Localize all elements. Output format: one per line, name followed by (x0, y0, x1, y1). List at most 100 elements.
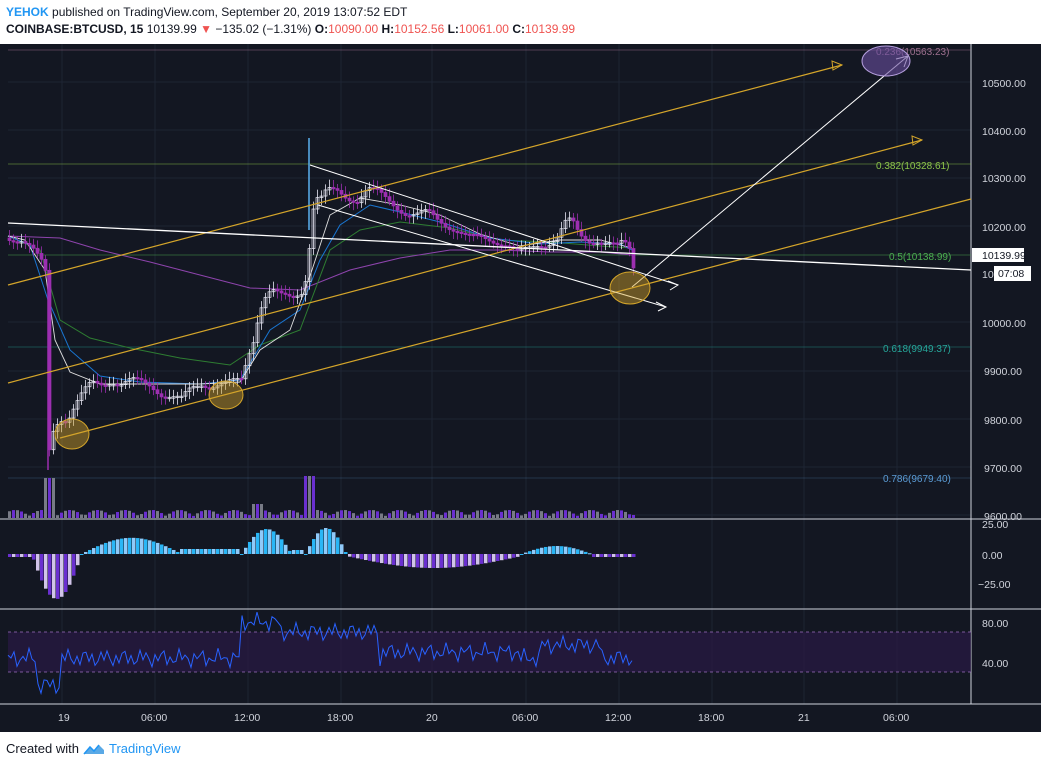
candle-body[interactable] (415, 212, 420, 215)
candle-body[interactable] (159, 393, 164, 398)
projection-line[interactable] (631, 55, 909, 288)
candle-body[interactable] (379, 188, 384, 193)
candle-body[interactable] (395, 205, 400, 211)
candle-body[interactable] (451, 229, 456, 232)
candle-body[interactable] (15, 241, 20, 244)
candle-body[interactable] (215, 385, 220, 389)
candle-body[interactable] (335, 188, 340, 191)
candle-body[interactable] (211, 387, 216, 390)
candle-body[interactable] (587, 240, 592, 244)
candle-body[interactable] (183, 391, 188, 397)
candle-body[interactable] (475, 233, 480, 237)
candle-body[interactable] (199, 385, 204, 388)
candle-body[interactable] (607, 242, 612, 245)
candle-body[interactable] (575, 220, 580, 230)
candle-body[interactable] (31, 244, 36, 249)
chart-area[interactable]: 0.236(10563.23) 0.382(10328.61) 0.5(1013… (0, 44, 1041, 732)
highlight-target[interactable] (861, 45, 911, 77)
candle-body[interactable] (307, 248, 312, 283)
candle-body[interactable] (627, 241, 632, 249)
horizontal-resistance-line[interactable] (7, 222, 972, 271)
candle-body[interactable] (83, 386, 88, 394)
candle-body[interactable] (447, 226, 452, 231)
candle-body[interactable] (279, 290, 284, 294)
candle-body[interactable] (427, 209, 432, 212)
channel-lower-line[interactable] (59, 198, 972, 439)
tradingview-brand[interactable]: TradingView (108, 741, 181, 756)
candle-body[interactable] (135, 377, 140, 380)
candle-body[interactable] (163, 396, 168, 399)
candle-body[interactable] (95, 380, 100, 384)
candle-body[interactable] (115, 384, 120, 387)
candle-body[interactable] (295, 295, 300, 298)
candle-body[interactable] (195, 385, 200, 389)
candle-body[interactable] (179, 395, 184, 398)
candle-body[interactable] (131, 377, 136, 380)
candle-body[interactable] (531, 246, 536, 249)
candle-body[interactable] (67, 417, 72, 423)
symbol-name[interactable]: COINBASE:BTCUSD, 15 (6, 22, 144, 36)
candle-body[interactable] (351, 200, 356, 203)
candle-body[interactable] (27, 242, 32, 246)
candle-body[interactable] (423, 209, 428, 212)
candle-body[interactable] (443, 222, 448, 228)
candle-body[interactable] (559, 228, 564, 238)
candle-body[interactable] (99, 382, 104, 386)
candle-body[interactable] (583, 235, 588, 242)
candle-body[interactable] (143, 379, 148, 384)
rsi-line[interactable] (7, 611, 633, 696)
candle-body[interactable] (247, 353, 252, 367)
candle-body[interactable] (7, 237, 12, 241)
candle-body[interactable] (271, 289, 276, 293)
candle-body[interactable] (151, 385, 156, 391)
candle-body[interactable] (39, 253, 44, 260)
candle-body[interactable] (387, 196, 392, 202)
candle-body[interactable] (79, 392, 84, 401)
candlesticks[interactable] (7, 138, 636, 470)
candle-body[interactable] (119, 384, 124, 387)
candle-body[interactable] (255, 322, 260, 344)
candle-body[interactable] (539, 246, 544, 249)
candle-body[interactable] (615, 242, 620, 245)
candle-body[interactable] (71, 408, 76, 419)
candle-body[interactable] (107, 384, 112, 387)
candle-body[interactable] (11, 240, 16, 243)
candle-body[interactable] (155, 389, 160, 395)
wedge-lower-line[interactable] (317, 204, 667, 308)
candle-body[interactable] (91, 380, 96, 384)
candle-body[interactable] (35, 247, 40, 254)
candle-body[interactable] (111, 384, 116, 387)
candle-body[interactable] (491, 240, 496, 244)
footer-credit[interactable]: Created with TradingView (6, 741, 181, 756)
candle-body[interactable] (319, 195, 324, 198)
highlight-low-3[interactable] (609, 271, 651, 305)
candle-body[interactable] (383, 192, 388, 197)
candle-body[interactable] (231, 378, 236, 381)
candle-body[interactable] (51, 430, 56, 451)
parallel-channel[interactable] (7, 60, 972, 439)
candle-body[interactable] (499, 244, 504, 247)
candle-body[interactable] (139, 377, 144, 381)
candle-body[interactable] (299, 294, 304, 297)
candle-body[interactable] (411, 214, 416, 217)
candle-body[interactable] (603, 242, 608, 245)
candle-body[interactable] (611, 242, 616, 245)
candle-body[interactable] (251, 342, 256, 355)
highlights[interactable] (54, 45, 911, 450)
candle-body[interactable] (327, 187, 332, 191)
candle-body[interactable] (175, 395, 180, 399)
candle-body[interactable] (391, 200, 396, 207)
candle-body[interactable] (87, 382, 92, 388)
candle-body[interactable] (243, 365, 248, 380)
candle-body[interactable] (275, 289, 280, 292)
candle-body[interactable] (331, 187, 336, 190)
candle-body[interactable] (283, 292, 288, 295)
candle-body[interactable] (459, 231, 464, 234)
candle-body[interactable] (63, 421, 68, 424)
candle-body[interactable] (479, 234, 484, 237)
candle-body[interactable] (467, 233, 472, 236)
candle-body[interactable] (147, 382, 152, 387)
trendlines[interactable] (7, 55, 972, 312)
candle-body[interactable] (347, 197, 352, 202)
candle-body[interactable] (191, 385, 196, 389)
